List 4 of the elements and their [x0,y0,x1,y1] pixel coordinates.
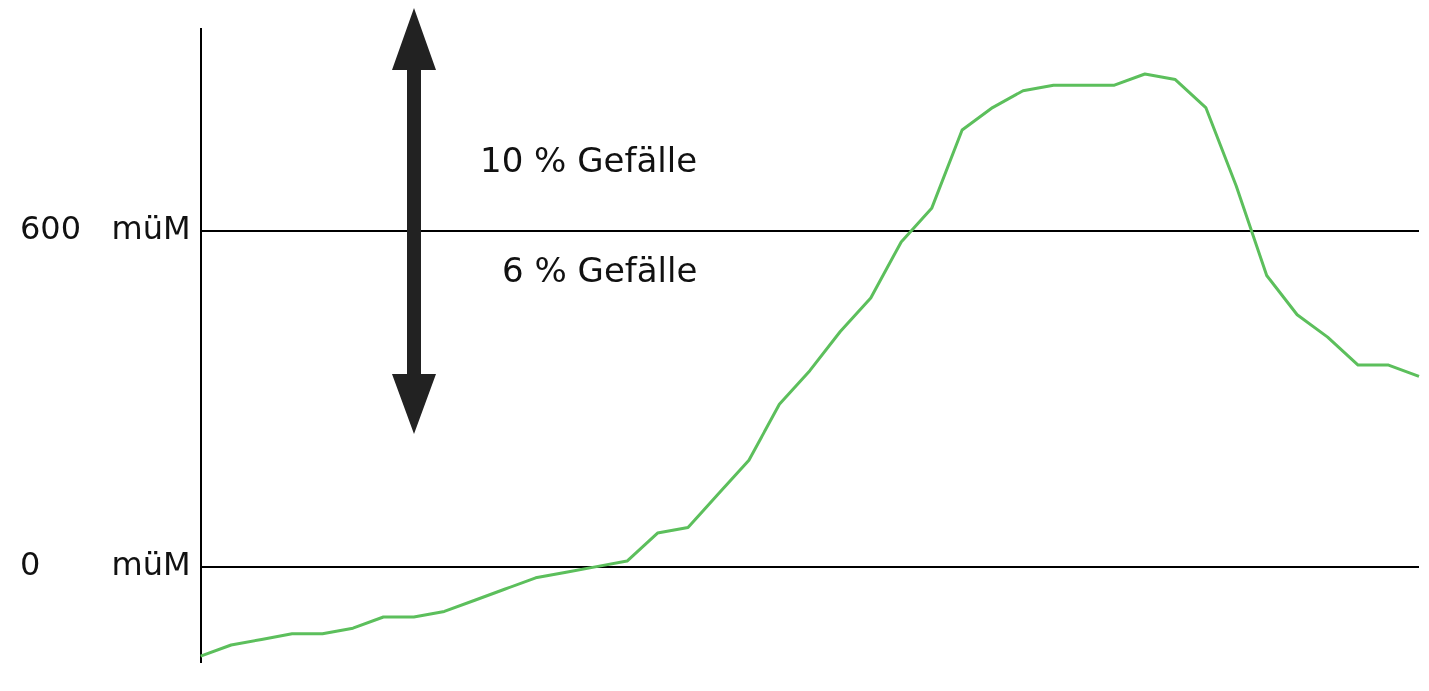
y-tick-label: 0 müM [20,544,191,583]
annotation: 10 % Gefälle [480,140,698,180]
y-tick-label: 600 müM [20,209,191,248]
annotation: 6 % Gefälle [502,250,698,290]
